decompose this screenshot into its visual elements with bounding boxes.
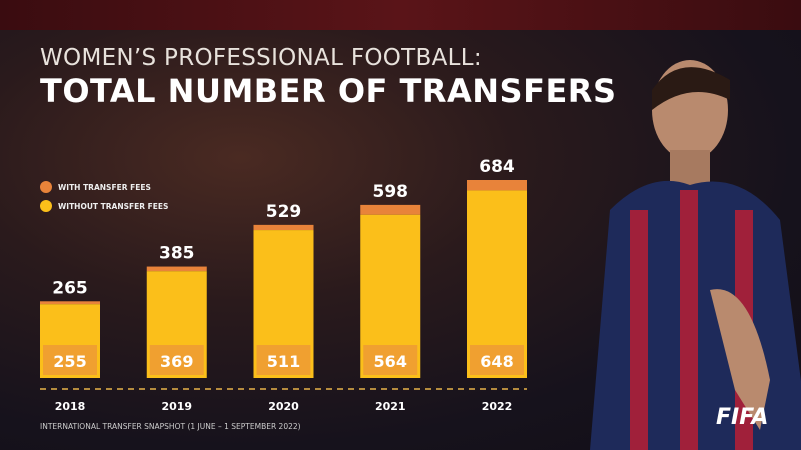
- legend-label: WITH TRANSFER FEES: [58, 182, 151, 192]
- legend-label: WITHOUT TRANSFER FEES: [58, 201, 169, 211]
- bar-with-fees: [40, 301, 100, 305]
- without-fees-label: 255: [53, 352, 86, 371]
- year-label: 2018: [55, 400, 86, 413]
- total-label: 529: [266, 202, 302, 222]
- value-box: [363, 345, 418, 375]
- fifa-logo: FIFA: [716, 405, 769, 430]
- bar-with-fees: [467, 180, 527, 191]
- chart-subtitle: WOMEN’S PROFESSIONAL FOOTBALL:: [40, 45, 482, 71]
- year-label: 2021: [375, 400, 406, 413]
- legend-swatch-yellow: [40, 200, 52, 212]
- chart-title: TOTAL NUMBER OF TRANSFERS: [40, 72, 617, 110]
- bar-with-fees: [360, 204, 421, 215]
- year-label: 2022: [482, 400, 513, 413]
- value-box: [43, 345, 97, 375]
- without-fees-label: 511: [267, 352, 300, 371]
- legend-item-with-fees: WITH TRANSFER FEES: [40, 181, 151, 193]
- without-fees-label: 369: [160, 352, 193, 371]
- total-label: 598: [373, 182, 409, 202]
- without-fees-label: 564: [374, 352, 407, 371]
- top-band: [0, 0, 801, 30]
- year-label: 2020: [268, 400, 299, 413]
- without-fees-label: 648: [480, 352, 513, 371]
- legend-swatch-orange: [40, 181, 52, 193]
- total-label: 684: [479, 157, 515, 177]
- player-photo: [590, 60, 801, 450]
- value-box: [149, 345, 204, 375]
- bar-with-fees: [146, 266, 207, 272]
- footnote: INTERNATIONAL TRANSFER SNAPSHOT (1 JUNE …: [40, 422, 301, 431]
- total-label: 265: [52, 278, 88, 298]
- value-box: [256, 345, 311, 375]
- legend-item-without-fees: WITHOUT TRANSFER FEES: [40, 200, 168, 212]
- bar-with-fees: [253, 224, 314, 231]
- value-box: [470, 345, 524, 375]
- year-label: 2019: [161, 400, 192, 413]
- total-label: 385: [159, 244, 195, 264]
